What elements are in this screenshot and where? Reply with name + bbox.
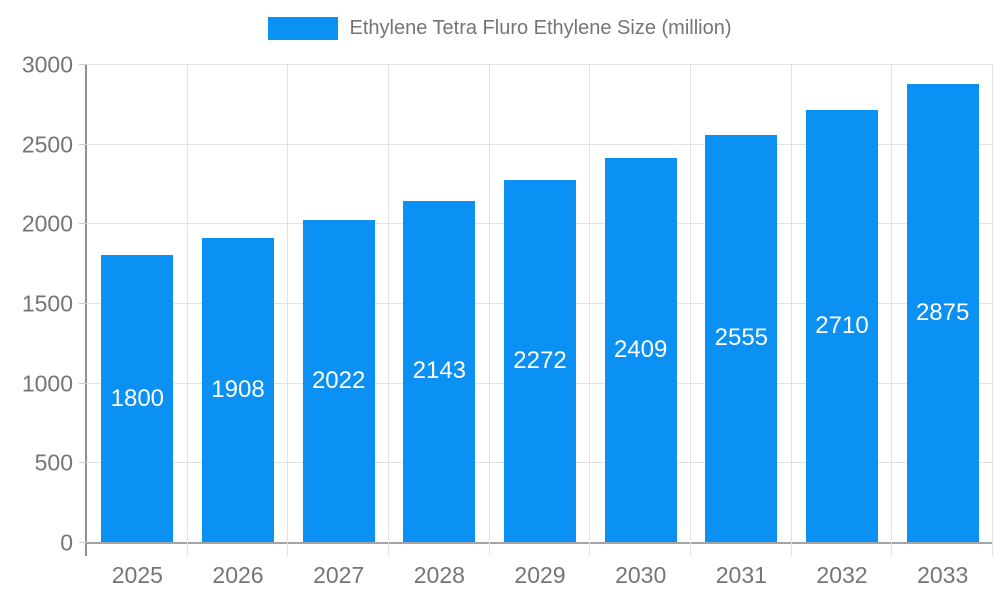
bar-2026[interactable]: 1908 xyxy=(202,238,274,542)
x-axis-line xyxy=(87,542,993,544)
y-gridline xyxy=(87,143,993,145)
bar-2032[interactable]: 2710 xyxy=(806,110,878,542)
bar-2028[interactable]: 2143 xyxy=(403,200,476,542)
x-tick-label: 2032 xyxy=(816,562,868,588)
chart-legend[interactable]: Ethylene Tetra Fluro Ethylene Size (mill… xyxy=(0,17,1000,40)
y-tick-label: 2000 xyxy=(21,210,73,237)
x-tick-label: 2031 xyxy=(715,562,767,588)
x-gridline xyxy=(690,65,691,556)
x-axis-labels: 2025 2026 2027 2028 2029 2030 2031 2032 2033 xyxy=(87,558,993,592)
bar-2025[interactable]: 1800 xyxy=(101,255,174,542)
bar-value-label: 2710 xyxy=(815,312,869,340)
y-tick-mark xyxy=(79,303,87,304)
x-tick-label: 2025 xyxy=(111,562,163,588)
bar-value-label: 2272 xyxy=(513,347,567,374)
y-tick-label: 1000 xyxy=(21,370,73,397)
bar-value-label: 1800 xyxy=(110,384,165,412)
y-axis-line xyxy=(85,65,87,556)
x-tick-label: 2033 xyxy=(917,562,969,588)
x-tick-label: 2027 xyxy=(313,562,365,588)
bar-value-label: 2409 xyxy=(613,336,668,364)
x-tick-label: 2030 xyxy=(615,562,667,588)
bar-2027[interactable]: 2022 xyxy=(302,219,375,542)
y-gridline xyxy=(87,64,993,65)
x-tick-label: 2029 xyxy=(514,562,566,588)
legend-label: Ethylene Tetra Fluro Ethylene Size (mill… xyxy=(349,17,732,39)
plot-area: 1800 1908 2022 2143 2272 2409 2555 2710 2875 xyxy=(79,64,993,556)
bar-value-label: 2143 xyxy=(412,357,467,385)
x-gridline xyxy=(488,65,490,556)
y-tick-label: 2500 xyxy=(21,131,73,158)
bar-value-label: 2875 xyxy=(915,298,970,326)
x-gridline xyxy=(992,65,993,556)
y-tick-mark xyxy=(79,382,87,384)
legend-swatch-icon xyxy=(268,17,339,40)
x-tick-label: 2028 xyxy=(413,562,465,588)
y-tick-mark xyxy=(79,64,87,65)
y-tick-mark xyxy=(79,143,87,145)
x-gridline xyxy=(790,65,792,556)
x-gridline xyxy=(891,65,893,556)
y-tick-mark xyxy=(79,462,87,464)
x-gridline xyxy=(388,65,389,556)
bar-2033[interactable]: 2875 xyxy=(906,83,979,542)
bar-value-label: 2022 xyxy=(311,366,366,394)
bar-2030[interactable]: 2409 xyxy=(604,158,677,542)
x-gridline xyxy=(186,65,188,556)
x-gridline xyxy=(589,65,591,556)
bar-value-label: 1908 xyxy=(211,376,265,403)
y-tick-label: 3000 xyxy=(21,51,73,78)
bar-2029[interactable]: 2272 xyxy=(504,180,576,542)
x-gridline xyxy=(287,65,289,556)
y-axis-labels: 0 500 1000 1500 2000 2500 3000 xyxy=(0,52,73,556)
y-tick-label: 0 xyxy=(60,529,73,556)
y-tick-label: 1500 xyxy=(21,290,73,317)
y-tick-label: 500 xyxy=(34,449,73,476)
bar-value-label: 2555 xyxy=(714,324,769,352)
bar-2031[interactable]: 2555 xyxy=(705,134,778,542)
y-tick-mark xyxy=(79,223,87,225)
x-tick-label: 2026 xyxy=(212,562,264,588)
y-tick-mark xyxy=(79,542,87,543)
